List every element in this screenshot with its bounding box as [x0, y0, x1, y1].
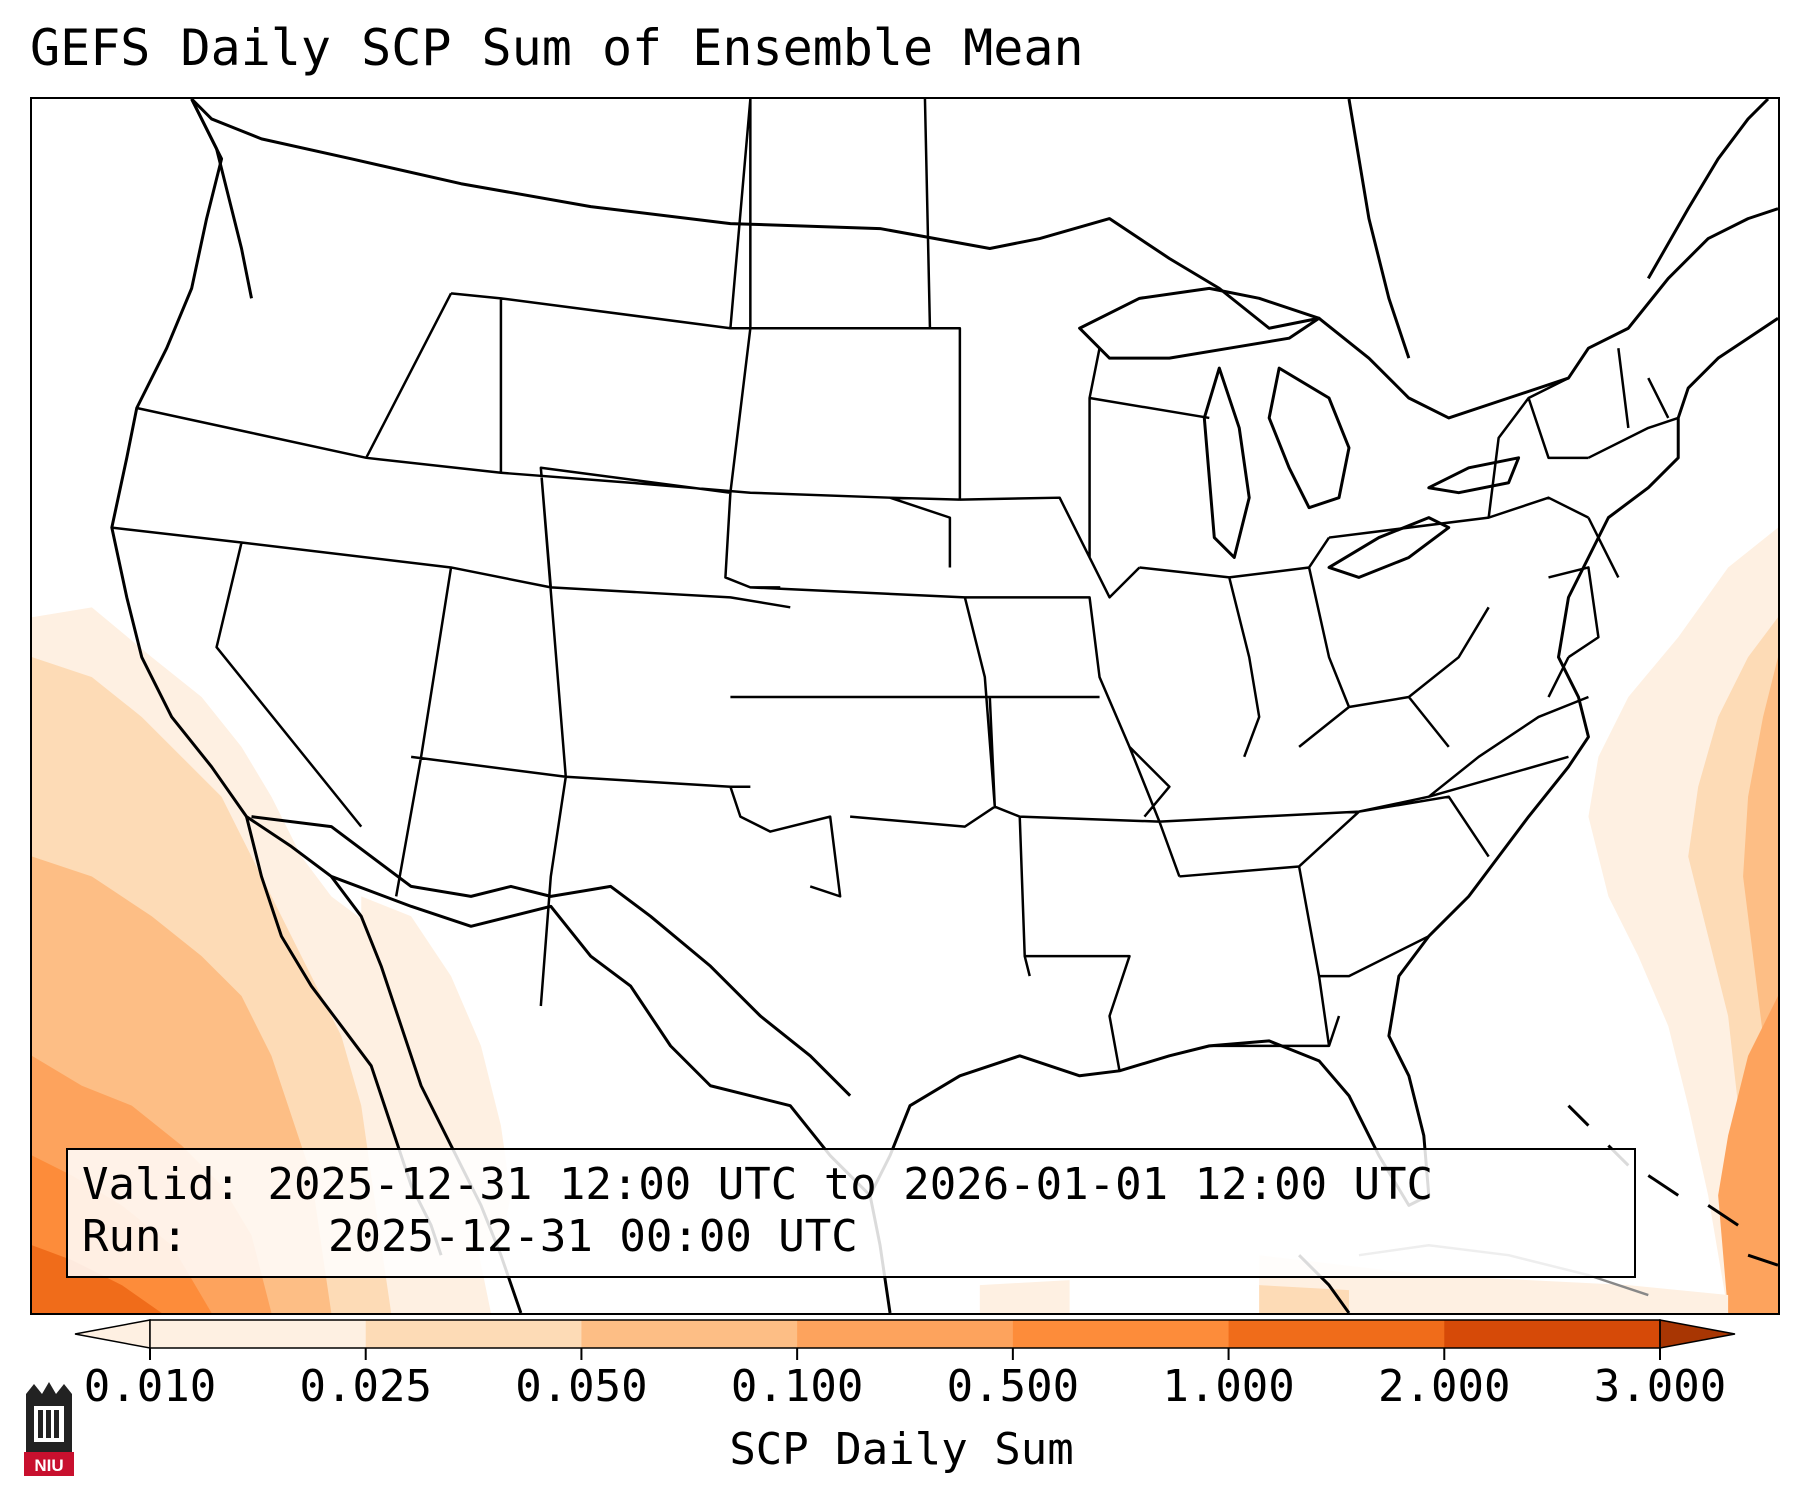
niu-logo: NIU	[24, 1382, 74, 1476]
validity-legend-box: Valid: 2025-12-31 12:00 UTC to 2026-01-0…	[66, 1148, 1636, 1278]
lake-erie-outline	[1327, 516, 1451, 579]
valid-label: Valid:	[82, 1159, 241, 1210]
colorbar	[74, 1319, 1736, 1360]
map-svg	[32, 99, 1778, 1313]
niu-logo-text: NIU	[34, 1456, 63, 1475]
colorbar-tick-label: 2.000	[1378, 1361, 1511, 1412]
colorbar-outline	[149, 1319, 1661, 1349]
scp-shade-gulf-light	[979, 1280, 1070, 1313]
state-borders	[111, 99, 1679, 1072]
colorbar-tick-label: 0.500	[946, 1361, 1080, 1412]
us-coastline-outline	[110, 99, 1778, 1207]
lake-michigan-outline	[1202, 366, 1251, 559]
scp-shade-pacific-max	[32, 1245, 162, 1313]
map-panel	[30, 97, 1780, 1315]
colorbar-extend-max	[1659, 1319, 1736, 1349]
lake-ontario-outline	[1427, 456, 1521, 495]
valid-line: Valid: 2025-12-31 12:00 UTC to 2026-01-0…	[82, 1160, 1433, 1210]
colorbar-segment	[797, 1320, 1014, 1348]
colorbar-segment	[1012, 1320, 1230, 1348]
lake-huron-outline	[1267, 366, 1351, 510]
run-label: Run:	[82, 1211, 188, 1262]
colorbar-label: SCP Daily Sum	[729, 1424, 1074, 1475]
colorbar-tick-label: 0.050	[515, 1361, 648, 1412]
james-bay-coast	[1347, 99, 1411, 359]
vancouver-island	[190, 99, 253, 299]
colorbar-segment	[150, 1320, 367, 1348]
us-mexico-border	[251, 815, 852, 1097]
colorbar-segment	[365, 1320, 582, 1348]
colorbar-tick-label: 0.100	[730, 1361, 864, 1412]
colorbar-tick-label: 3.000	[1593, 1361, 1727, 1412]
colorbar-segment	[1444, 1320, 1661, 1348]
colorbar-tick-label: 0.010	[83, 1361, 217, 1412]
scp-shade-caribbean-mid	[1259, 1285, 1349, 1313]
lake-superior-outline	[1078, 286, 1321, 360]
colorbar-tick-label: 0.025	[299, 1361, 432, 1412]
political-boundaries	[110, 99, 1778, 1313]
scp-shade-atlantic-deep	[1718, 996, 1778, 1313]
colorbar-segment	[581, 1320, 798, 1348]
run-time: 2025-12-31 00:00 UTC	[327, 1211, 858, 1262]
university-tower-icon	[24, 1382, 74, 1476]
colorbar-tick-label: 1.000	[1162, 1361, 1295, 1412]
page-title: GEFS Daily SCP Sum of Ensemble Mean	[30, 19, 1084, 77]
canada-maritime-coast	[1646, 99, 1770, 280]
colorbar-segment	[1228, 1320, 1445, 1348]
us-canada-border	[190, 99, 1778, 420]
valid-range: 2025-12-31 12:00 UTC to 2026-01-01 12:00…	[267, 1159, 1434, 1210]
run-line: Run: 2025-12-31 00:00 UTC	[82, 1212, 858, 1262]
colorbar-extend-min	[74, 1319, 151, 1349]
